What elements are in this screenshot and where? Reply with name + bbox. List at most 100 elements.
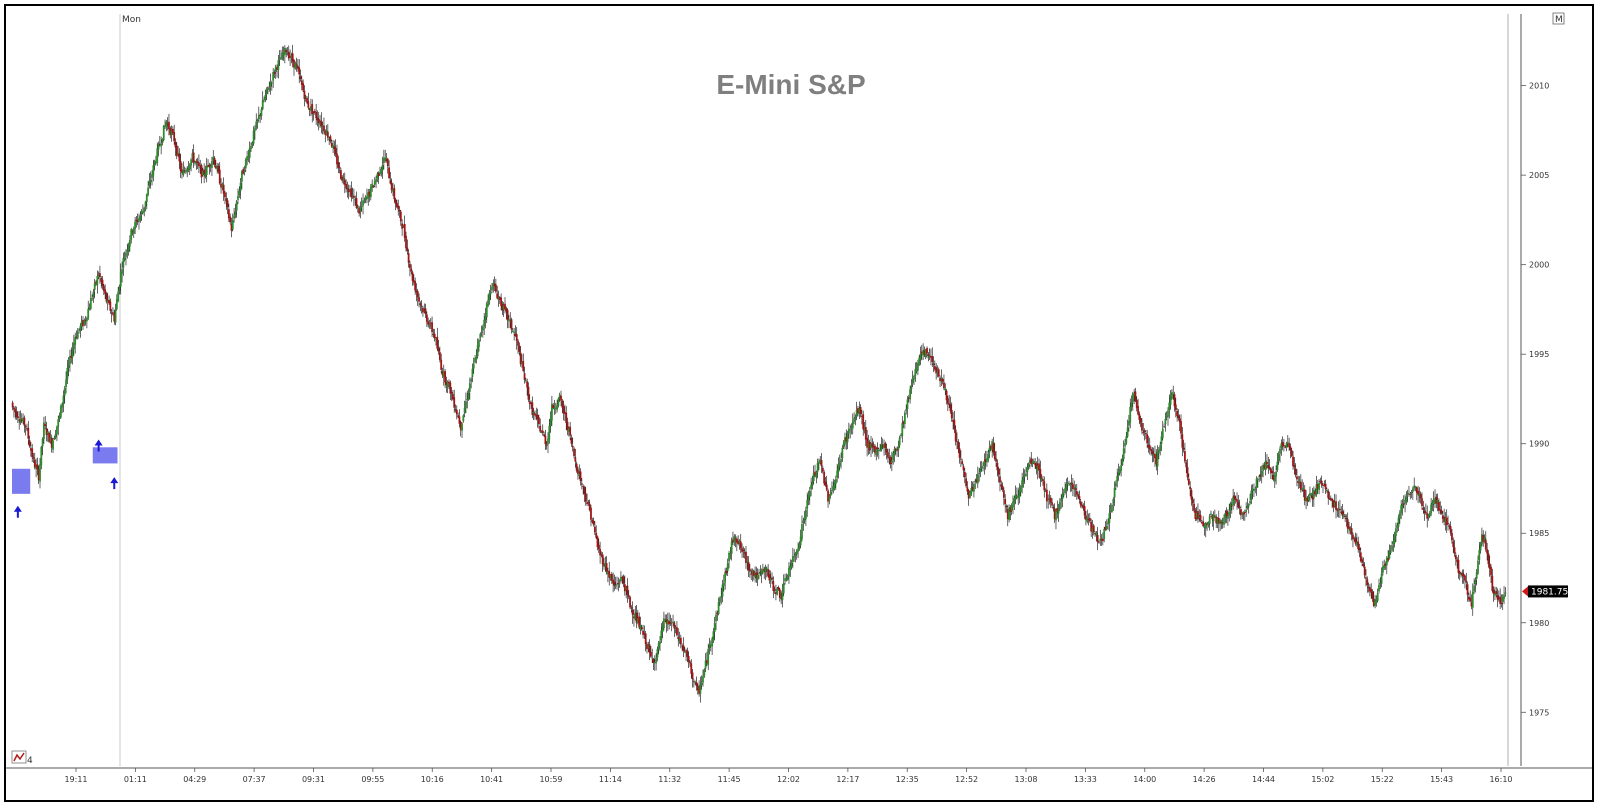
candle-body: [1032, 460, 1035, 464]
period-indicator[interactable]: 4: [11, 750, 33, 766]
candle: [171, 126, 174, 136]
candle: [28, 435, 31, 448]
candle-body: [590, 507, 592, 520]
candle-body: [758, 572, 760, 574]
candle: [967, 489, 970, 506]
candle: [394, 197, 397, 211]
candle-body: [1064, 488, 1066, 494]
candle-body: [1289, 446, 1292, 451]
candle-body: [1207, 522, 1210, 526]
candle-body: [622, 576, 625, 584]
candle: [1034, 458, 1037, 470]
candle: [1016, 487, 1018, 500]
candle-body: [149, 179, 152, 183]
candle: [173, 124, 176, 145]
time-axis[interactable]: 19:11 01:11 04:29 07:37 09:31 09:55 10:16 10:41…: [6, 767, 1592, 784]
candle-body: [1322, 484, 1324, 486]
candle-body: [273, 72, 276, 74]
candle: [1475, 568, 1478, 586]
candle: [1473, 578, 1475, 594]
candle-body: [174, 141, 177, 148]
candle-body: [371, 183, 374, 188]
candle: [1058, 498, 1061, 511]
candle: [162, 124, 165, 142]
candle: [558, 392, 561, 402]
candle: [24, 424, 27, 436]
candle-body: [1030, 458, 1033, 464]
candle-body: [889, 457, 892, 465]
candle: [786, 574, 789, 581]
candle: [336, 144, 338, 169]
candle: [631, 601, 634, 624]
candle-body: [392, 189, 394, 192]
demand-zone-1: [12, 468, 31, 494]
candle-body: [936, 371, 939, 374]
candle-body: [841, 447, 844, 458]
candle: [149, 171, 152, 189]
candle: [655, 653, 658, 671]
candle-body: [84, 320, 87, 322]
candle: [1001, 482, 1004, 492]
candle-body: [398, 209, 401, 212]
candle-body: [691, 672, 694, 680]
candle-body: [201, 170, 204, 176]
candle-body: [425, 314, 428, 322]
candle: [552, 403, 555, 410]
candle: [708, 637, 711, 655]
candle: [299, 69, 302, 82]
candle-body: [1464, 575, 1466, 581]
candle-body: [1190, 490, 1193, 500]
time-tick-label: 11:14: [599, 775, 622, 784]
candle-body: [375, 178, 377, 183]
candle-body: [341, 176, 344, 181]
candle-body: [1465, 580, 1468, 583]
candle: [750, 568, 753, 581]
candle-body: [1120, 465, 1123, 471]
candle-body: [1290, 450, 1293, 456]
candle-body: [804, 509, 807, 520]
candle: [48, 431, 51, 443]
candle: [965, 472, 968, 488]
candle-body: [1116, 475, 1119, 483]
candle-body: [1409, 493, 1412, 495]
candle: [326, 124, 329, 141]
corner-button[interactable]: M: [1552, 12, 1565, 25]
candle-body: [1284, 446, 1287, 448]
candle-body: [851, 421, 854, 429]
candle: [1451, 529, 1453, 544]
candle: [1267, 456, 1270, 474]
candle-body: [385, 159, 388, 161]
candle-body: [26, 428, 28, 430]
candle: [676, 621, 678, 637]
candle-body: [75, 336, 78, 338]
candle-body: [300, 80, 303, 85]
candle: [46, 428, 49, 442]
candle: [306, 96, 308, 105]
candle-body: [524, 380, 527, 382]
candle-body: [393, 188, 396, 200]
candle-body: [66, 367, 69, 380]
candle-body: [1280, 443, 1283, 448]
candle-body: [1083, 506, 1086, 516]
candle: [16, 410, 19, 423]
candle: [883, 439, 885, 456]
candle: [269, 73, 272, 95]
candle-body: [870, 444, 872, 449]
candle: [1228, 503, 1231, 522]
candle-body: [1142, 431, 1145, 433]
candle: [1395, 522, 1397, 543]
candle: [698, 680, 700, 697]
candle-body: [931, 356, 934, 362]
candle-body: [782, 582, 785, 594]
candle: [1049, 495, 1052, 508]
candle-body: [605, 563, 608, 573]
candle: [1322, 482, 1324, 494]
candle: [1316, 479, 1319, 495]
candle: [1187, 473, 1190, 486]
candle-body: [510, 319, 513, 330]
candle: [1414, 485, 1417, 492]
candle: [1449, 521, 1452, 536]
candle: [1081, 501, 1083, 509]
